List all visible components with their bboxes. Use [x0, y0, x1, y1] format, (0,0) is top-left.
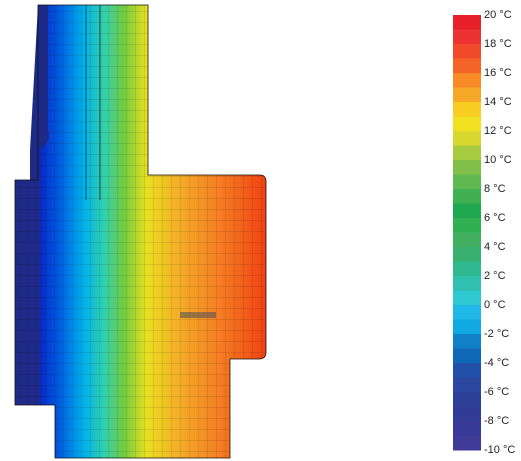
- color-band: [453, 276, 481, 291]
- legend-label: -10 °C: [484, 444, 515, 456]
- color-band: [453, 203, 481, 219]
- color-band: [453, 305, 481, 320]
- legend-label: -4 °C: [484, 357, 509, 369]
- color-band: [453, 247, 481, 262]
- color-band: [453, 174, 481, 190]
- legend-label: 10 °C: [484, 154, 512, 166]
- legend-label: 4 °C: [484, 241, 506, 253]
- color-band: [453, 363, 481, 378]
- color-band: [453, 421, 481, 436]
- legend-label: 8 °C: [484, 183, 506, 195]
- color-band: [453, 319, 481, 335]
- color-band: [453, 189, 481, 204]
- color-band: [453, 58, 481, 74]
- color-band: [453, 15, 481, 30]
- color-band: [453, 392, 481, 407]
- color-band: [453, 218, 481, 233]
- legend-label: 12 °C: [484, 125, 512, 137]
- color-band: [453, 406, 481, 422]
- color-band: [453, 232, 481, 248]
- legend-label: -8 °C: [484, 415, 509, 427]
- section: [14, 4, 267, 459]
- color-band: [453, 29, 481, 45]
- color-band: [453, 87, 481, 103]
- legend-label: 2 °C: [484, 270, 506, 282]
- color-band: [453, 435, 481, 451]
- color-band: [453, 44, 481, 59]
- color-band: [453, 145, 481, 161]
- color-band: [453, 160, 481, 175]
- color-band: [453, 290, 481, 306]
- color-band: [453, 377, 481, 393]
- legend-label: 6 °C: [484, 212, 506, 224]
- legend-label: 20 °C: [484, 9, 512, 21]
- color-band: [453, 131, 481, 146]
- legend-label: 0 °C: [484, 299, 506, 311]
- color-band: [453, 348, 481, 364]
- color-band: [453, 102, 481, 117]
- legend: 20 °C 18 °C 16 °C 14 °C 12 °C 10 °C 8 °C 6 °C 4 …: [453, 9, 515, 456]
- color-band: [453, 261, 481, 277]
- legend-label: 14 °C: [484, 96, 512, 108]
- color-band: [453, 73, 481, 88]
- legend-label: -2 °C: [484, 328, 509, 340]
- legend-label: 16 °C: [484, 67, 512, 79]
- color-band: [453, 334, 481, 349]
- legend-label: -6 °C: [484, 386, 509, 398]
- legend-label: 18 °C: [484, 38, 512, 50]
- color-band: [453, 116, 481, 132]
